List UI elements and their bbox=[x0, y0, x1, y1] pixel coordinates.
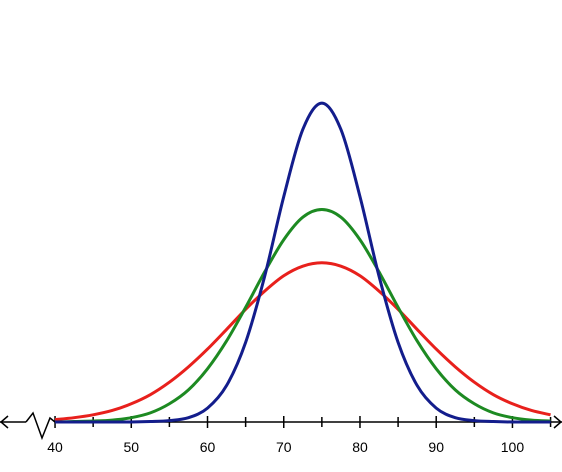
x-tick-label: 100 bbox=[501, 439, 525, 455]
x-tick-label: 80 bbox=[352, 439, 368, 455]
curve bbox=[55, 208, 551, 424]
curve bbox=[54, 261, 551, 422]
axis-break bbox=[25, 411, 56, 441]
x-tick-label: 90 bbox=[428, 439, 444, 455]
axis-arrow bbox=[0, 415, 9, 429]
x-tick-label: 40 bbox=[47, 439, 63, 455]
x-tick-label: 70 bbox=[276, 439, 292, 455]
x-tick-label: 50 bbox=[123, 439, 139, 455]
curve bbox=[55, 101, 551, 424]
x-tick-label: 60 bbox=[200, 439, 216, 455]
axis-arrow bbox=[553, 415, 562, 429]
